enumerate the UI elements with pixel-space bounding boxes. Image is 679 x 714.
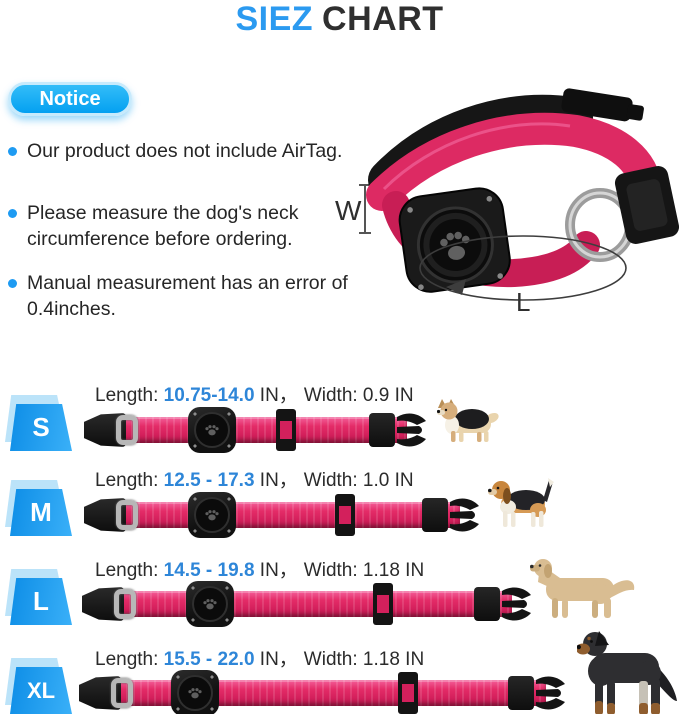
length-label: Length: xyxy=(95,649,164,670)
d-ring xyxy=(116,500,138,530)
airtag-disc xyxy=(177,675,213,711)
collar-webbing xyxy=(110,502,460,528)
buckle-top xyxy=(561,88,644,122)
buckle-body xyxy=(422,498,448,532)
width-value: Width: 1.18 IN xyxy=(303,560,425,581)
buckle-body xyxy=(369,413,395,447)
length-unit: IN， xyxy=(254,649,298,670)
tri-glide-adjuster xyxy=(373,583,393,625)
size-xl-measurements: Length: 15.5 - 22.0 IN， Width: 1.18 IN xyxy=(95,644,424,671)
size-badge-s: S xyxy=(5,395,72,451)
notice-badge: Notice xyxy=(8,82,132,116)
width-value: Width: 0.9 IN xyxy=(303,385,414,406)
notice-bullet-1: Our product does not include AirTag. xyxy=(8,139,360,165)
length-measure-ellipse xyxy=(419,235,627,301)
size-s-measurements: Length: 10.75-14.0 IN， Width: 0.9 IN xyxy=(95,380,414,407)
title-rest: CHART xyxy=(322,0,444,38)
paw-icon xyxy=(188,688,202,699)
paw-icon xyxy=(440,231,470,260)
badge-letter: M xyxy=(10,489,72,536)
airtag-case xyxy=(188,492,236,538)
badge-letter: XL xyxy=(10,667,72,714)
length-range: 10.75-14.0 xyxy=(163,385,255,406)
badge-letter: S xyxy=(10,404,72,451)
d-ring xyxy=(114,589,136,619)
length-range: 12.5 - 17.3 xyxy=(163,470,255,491)
length-unit: IN， xyxy=(254,385,298,406)
width-value: Width: 1.18 IN xyxy=(303,649,425,670)
buckle-male xyxy=(508,674,566,712)
size-badge-m: M xyxy=(5,480,72,536)
size-m-measurements: Length: 12.5 - 17.3 IN， Width: 1.0 IN xyxy=(95,465,414,492)
d-ring xyxy=(111,678,133,708)
notice-bullet-3-text: Manual measurement has an error of 0.4in… xyxy=(27,272,348,320)
bullet-dot-icon xyxy=(8,209,17,218)
bullet-dot-icon xyxy=(8,147,17,156)
buckle-prongs xyxy=(397,413,426,447)
collar-l xyxy=(82,580,532,628)
collar-product-photo: W xyxy=(318,85,679,320)
size-l-measurements: Length: 14.5 - 19.8 IN， Width: 1.18 IN xyxy=(95,555,424,582)
dog-illustration-rottweiler xyxy=(576,627,679,714)
airtag-case xyxy=(188,407,236,453)
buckle-male xyxy=(422,496,480,534)
collar-xl xyxy=(79,669,566,714)
collar-s xyxy=(84,406,427,454)
buckle-male xyxy=(474,585,532,623)
airtag-case xyxy=(186,581,234,627)
dog-illustration-corgi xyxy=(436,399,501,456)
buckle-prongs xyxy=(536,676,565,710)
airtag-disc xyxy=(192,586,228,622)
buckle-body xyxy=(474,587,500,621)
notice-bullet-2: Please measure the dog's neck circumfere… xyxy=(8,201,360,252)
width-measure-label: W xyxy=(335,195,362,226)
buckle-prongs xyxy=(502,587,531,621)
notice-bullet-2-text: Please measure the dog's neck circumfere… xyxy=(27,202,299,250)
length-range: 14.5 - 19.8 xyxy=(163,560,255,581)
paw-icon xyxy=(205,510,219,521)
size-badge-xl: XL xyxy=(5,658,72,714)
airtag-disc xyxy=(194,497,230,533)
dog-illustration-golden-retriever xyxy=(530,556,636,625)
airtag-case xyxy=(171,670,219,714)
length-range: 15.5 - 22.0 xyxy=(163,649,255,670)
case-screws xyxy=(407,196,503,290)
collar-webbing xyxy=(108,591,512,617)
length-measure-arrowhead xyxy=(446,279,466,295)
airtag-disc xyxy=(194,412,230,448)
length-label: Length: xyxy=(95,560,164,581)
collar-reflective-strip xyxy=(382,122,571,191)
length-measure-label: L xyxy=(516,287,530,317)
badge-letter: L xyxy=(10,578,72,625)
size-badge-l: L xyxy=(5,569,72,625)
bullet-dot-icon xyxy=(8,279,17,288)
collar-webbing-top xyxy=(366,112,662,211)
dog-illustration-beagle xyxy=(488,474,558,537)
length-label: Length: xyxy=(95,385,164,406)
collar-measure-diagram: W xyxy=(335,88,679,317)
airtag-case xyxy=(398,187,511,293)
tri-glide-adjuster xyxy=(398,672,418,714)
page-title: SIEZ CHART xyxy=(0,0,679,39)
d-ring xyxy=(116,415,138,445)
buckle-body xyxy=(508,676,534,710)
collar-m xyxy=(84,491,480,539)
length-unit: IN， xyxy=(254,470,298,491)
notice-bullet-1-text: Our product does not include AirTag. xyxy=(27,140,343,162)
collar-webbing xyxy=(110,417,407,443)
tri-glide-adjuster xyxy=(276,409,296,451)
length-label: Length: xyxy=(95,470,164,491)
tri-glide-adjuster xyxy=(335,494,355,536)
paw-icon xyxy=(203,599,217,610)
notice-bullet-3: Manual measurement has an error of 0.4in… xyxy=(8,271,360,322)
buckle-prongs xyxy=(450,498,479,532)
buckle-male xyxy=(369,411,427,449)
width-value: Width: 1.0 IN xyxy=(303,470,414,491)
length-unit: IN， xyxy=(254,560,298,581)
buckle-side xyxy=(614,166,679,244)
title-highlight: SIEZ xyxy=(235,0,314,38)
paw-icon xyxy=(205,425,219,436)
